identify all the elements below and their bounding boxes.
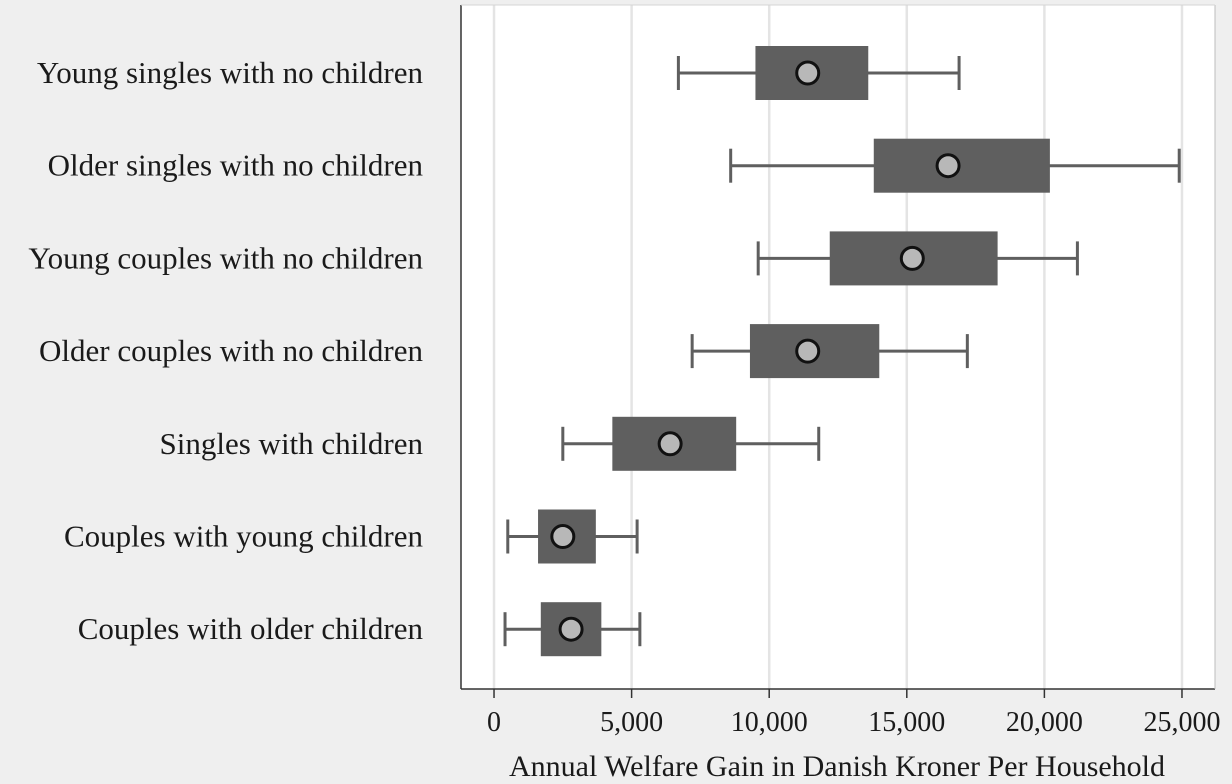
category-label: Singles with children	[160, 426, 424, 461]
mean-marker	[550, 524, 576, 549]
category-label: Older singles with no children	[48, 148, 424, 183]
category-label: Young singles with no children	[37, 55, 424, 90]
x-tick-label: 5,000	[600, 707, 663, 738]
x-tick-label: 25,000	[1143, 707, 1220, 738]
category-label: Couples with young children	[64, 519, 424, 554]
boxes	[503, 46, 1181, 657]
category-labels: Young singles with no children Older sing…	[28, 55, 423, 646]
x-tick-label: 0	[487, 707, 501, 738]
x-axis-title: Annual Welfare Gain in Danish Kroner Per…	[509, 750, 1165, 783]
category-label: Young couples with no children	[28, 240, 423, 275]
iqr-box	[873, 138, 1050, 193]
box-group	[690, 324, 969, 379]
mean-marker	[899, 245, 925, 271]
mean-marker	[795, 60, 821, 86]
box-group	[561, 416, 821, 471]
x-tick-label: 15,000	[868, 707, 945, 738]
box-group	[503, 602, 642, 657]
box-group	[729, 138, 1181, 193]
category-label: Older couples with no children	[39, 333, 423, 368]
mean-marker	[558, 616, 584, 642]
category-label: Couples with older children	[78, 611, 424, 646]
box-group	[506, 509, 639, 564]
mean-marker	[657, 431, 683, 457]
mean-marker	[935, 153, 961, 179]
mean-marker	[795, 338, 821, 364]
x-tick-label: 10,000	[731, 707, 808, 738]
axes: 0 5,000 10,000 15,000 20,000 25,000	[460, 4, 1220, 738]
x-tick-label: 20,000	[1006, 707, 1083, 738]
box-group	[756, 231, 1079, 286]
box-group	[676, 46, 961, 100]
